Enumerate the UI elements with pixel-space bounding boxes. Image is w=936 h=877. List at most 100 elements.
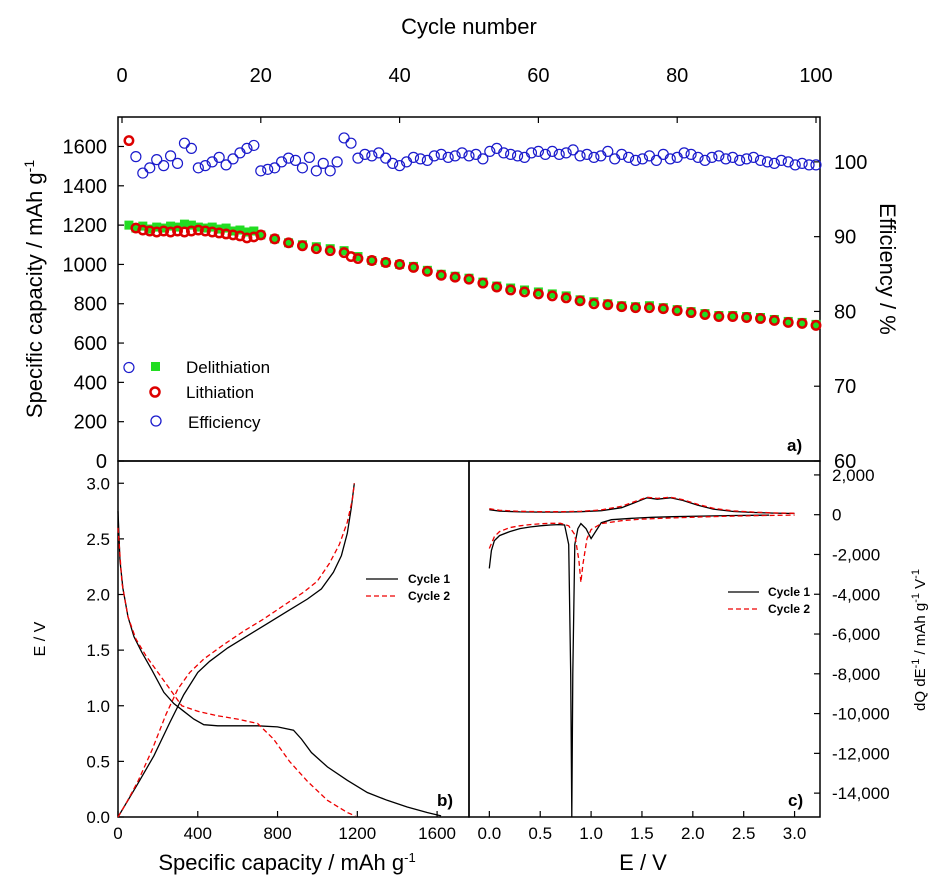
efficiency-point	[803, 159, 815, 171]
delithiation-point	[235, 225, 245, 235]
lithiation-point	[768, 315, 780, 326]
efficiency-point	[276, 156, 288, 168]
panel-b-curves	[117, 483, 442, 818]
lithiation-point	[394, 258, 406, 270]
efficiency-point	[255, 165, 267, 177]
efficiency-point	[664, 153, 676, 165]
efficiency-point	[296, 162, 309, 174]
efficiency-point	[546, 145, 558, 157]
delithiation-point	[631, 302, 641, 312]
lithiation-point	[727, 311, 739, 322]
a-right-tick-label: 90	[834, 227, 856, 249]
efficiency-point	[449, 150, 461, 162]
efficiency-point	[657, 148, 669, 160]
y-tick-label: -6,000	[832, 625, 880, 644]
x-tick-label: 3.0	[783, 824, 807, 843]
efficiency-series	[123, 132, 822, 374]
x-tick-label: 2.5	[732, 824, 756, 843]
efficiency-point	[421, 154, 433, 166]
efficiency-point	[678, 147, 690, 159]
efficiency-point	[727, 151, 739, 163]
efficiency-point	[692, 151, 704, 163]
lithiation-point	[463, 273, 475, 285]
a-right-tick-label: 100	[834, 152, 867, 174]
efficiency-point	[699, 154, 711, 166]
delithiation-point	[658, 303, 668, 313]
efficiency-point	[505, 148, 517, 160]
lithiation-point	[588, 298, 600, 310]
cycle-1-curve	[117, 511, 442, 817]
lithiation-point	[616, 301, 628, 313]
lithiation-point	[192, 224, 204, 236]
delithiation-point	[492, 281, 502, 291]
lithiation-point	[137, 224, 149, 236]
cycle-2-curve	[488, 514, 795, 583]
panel-c-legend: Cycle 1 Cycle 2	[728, 585, 810, 616]
panel-b-ticks: 0 400 800 1200 1600 0.0 0.5 1.0 1.5 2.0 2.5 3.0	[86, 474, 456, 843]
delithiation-point	[700, 309, 710, 319]
lithiation-point	[255, 229, 267, 241]
lithiation-series	[123, 135, 822, 331]
efficiency-point	[761, 156, 774, 168]
delithiation-point	[353, 252, 363, 262]
efficiency-point	[740, 153, 753, 165]
a-left-tick-label: 0	[96, 451, 107, 473]
efficiency-point	[366, 150, 378, 162]
panel-a-legend: Delithiation Lithiation Efficiency	[149, 358, 270, 432]
panel-b-xlabel-sup: -1	[404, 850, 416, 865]
delithiation-point	[179, 219, 189, 229]
x-tick-label: 1.0	[579, 824, 603, 843]
efficiency-point	[616, 148, 628, 160]
lithiation-point	[220, 228, 232, 240]
delithiation-point	[686, 307, 696, 317]
efficiency-point	[171, 157, 184, 169]
efficiency-point	[650, 154, 662, 166]
efficiency-point	[144, 162, 156, 174]
y-tick-label: 0.0	[86, 808, 110, 827]
efficiency-point	[574, 150, 586, 162]
lithiation-point	[602, 299, 614, 311]
delithiation-point	[325, 244, 335, 254]
efficiency-point	[775, 154, 787, 166]
efficiency-point	[789, 159, 801, 171]
panel-a-xlabel: Cycle number	[401, 14, 537, 39]
legend-efficiency-label: Efficiency	[188, 413, 261, 432]
efficiency-point	[338, 132, 350, 144]
lithiation-point	[519, 286, 530, 298]
lithiation-point	[643, 302, 655, 314]
efficiency-point	[213, 151, 225, 163]
efficiency-point	[282, 152, 295, 164]
delithiation-point	[249, 226, 259, 236]
lithiation-point	[324, 245, 336, 257]
delithiation-point	[186, 220, 196, 230]
y-tick-label: 1.5	[86, 641, 110, 660]
delithiation-point	[381, 257, 391, 267]
legend-delithiation-marker	[151, 362, 160, 371]
efficiency-point	[185, 142, 197, 155]
a-left-tick-label: 200	[74, 412, 107, 434]
efficiency-point	[331, 156, 343, 168]
lithiation-point	[408, 261, 419, 273]
efficiency-point	[539, 148, 551, 160]
efficiency-point	[713, 150, 725, 162]
delithiation-point	[159, 223, 169, 233]
efficiency-point	[560, 147, 572, 159]
efficiency-point	[754, 154, 767, 166]
x-tick-label: 1.5	[630, 824, 654, 843]
delithiation-point	[284, 238, 294, 248]
lithiation-point	[366, 255, 378, 266]
panel-c-ylabel-sup2: -1	[910, 593, 922, 603]
cycle-1-curve	[488, 514, 770, 818]
delithiation-point	[436, 269, 446, 279]
legend-efficiency-marker	[150, 415, 162, 427]
a-left-tick-label: 600	[74, 333, 107, 355]
lithiation-point	[296, 240, 308, 252]
lithiation-point	[269, 233, 281, 245]
efficiency-point	[164, 150, 177, 162]
x-tick-label: 800	[263, 824, 291, 843]
panel-c-ylabel-end: V	[912, 579, 929, 593]
delithiation-point	[728, 311, 738, 321]
delithiation-point	[256, 230, 266, 240]
delithiation-point	[520, 285, 530, 295]
lithiation-point	[421, 265, 433, 277]
